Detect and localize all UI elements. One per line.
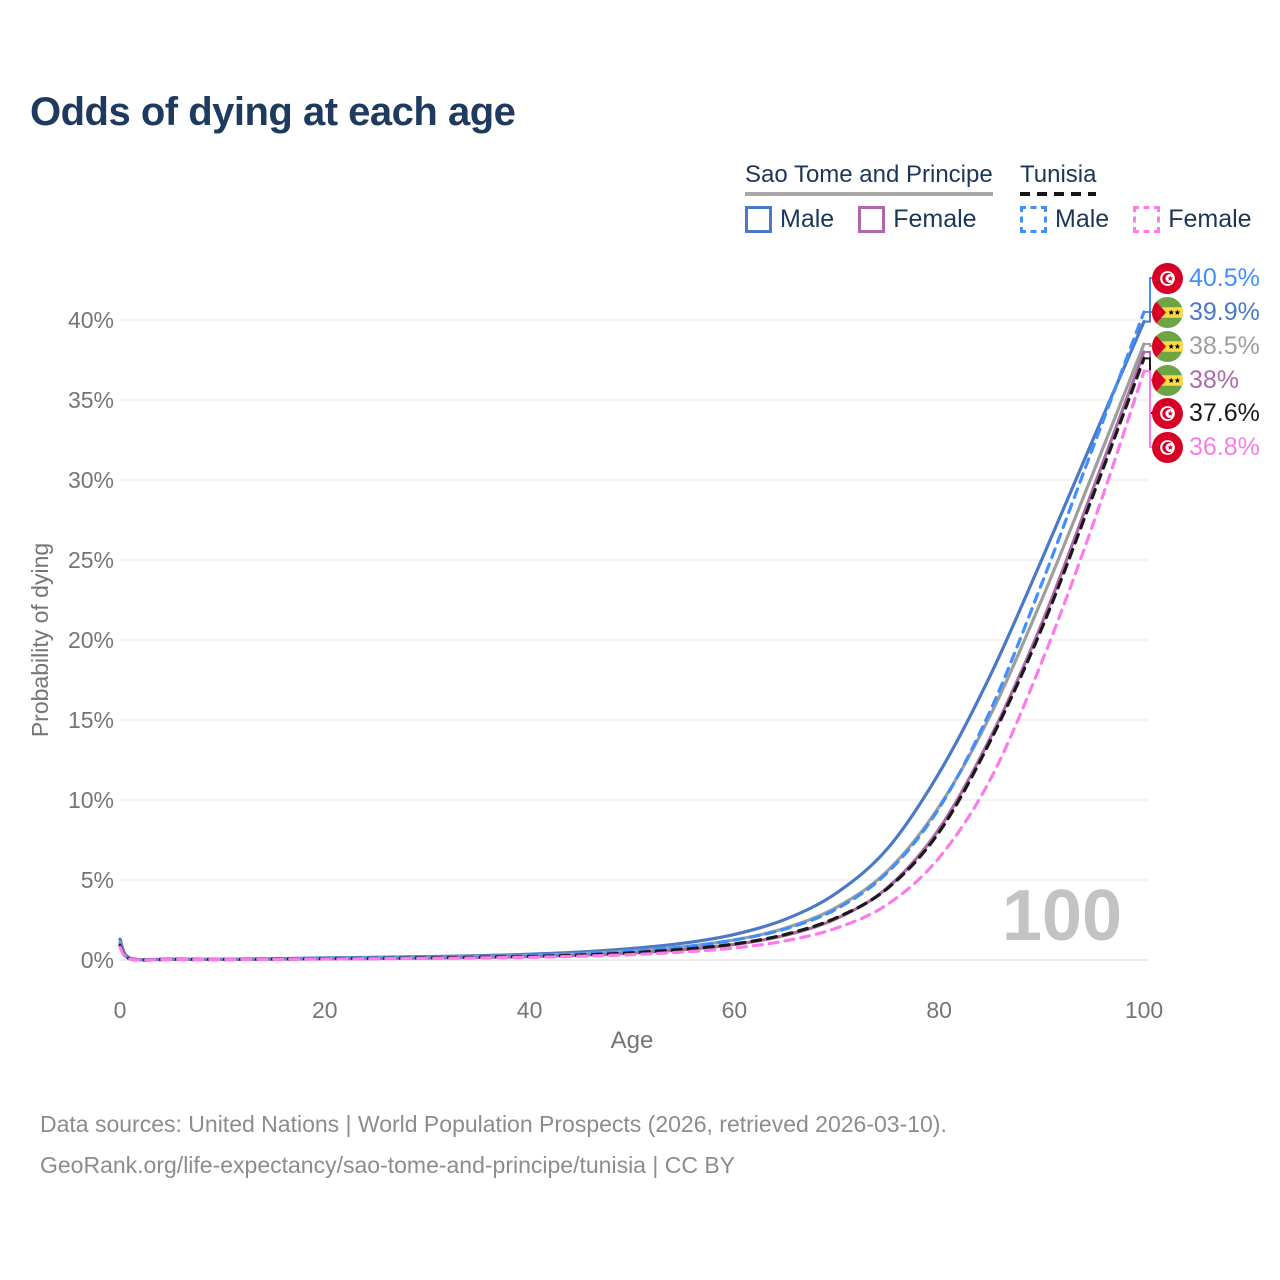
y-tick-label: 25% — [68, 547, 114, 573]
legend-items-tunisia: Male Female — [1020, 205, 1252, 234]
footer: Data sources: United Nations | World Pop… — [40, 1104, 947, 1186]
x-tick-label: 0 — [114, 997, 127, 1023]
legend-country-sao-tome: Sao Tome and Principe — [745, 161, 993, 196]
endpoint-value: 36.8% — [1189, 432, 1260, 461]
legend-item-label: Male — [780, 205, 835, 233]
legend-item-tunisia-male[interactable]: Male — [1020, 205, 1109, 234]
y-tick-label: 15% — [68, 707, 114, 733]
series-line-sao-tome-and-principe-female — [118, 350, 1146, 962]
legend-group-tunisia: Tunisia Male Female — [1020, 161, 1252, 234]
series-line-tunisia-both — [118, 356, 1146, 962]
series-line-sao-tome-and-principe-male — [118, 320, 1146, 962]
legend-item-label: Female — [893, 205, 977, 233]
y-tick-label: 20% — [68, 627, 114, 653]
legend-checkbox-icon[interactable] — [1020, 206, 1047, 233]
series-line-tunisia-male — [118, 310, 1146, 962]
endpoint-value: 37.6% — [1189, 398, 1260, 427]
x-tick-label: 100 — [1125, 997, 1163, 1023]
y-tick-label: 35% — [68, 387, 114, 413]
legend-item-sao-tome-and-principe-male[interactable]: Male — [745, 205, 834, 234]
series-line-tunisia-female — [118, 369, 1146, 962]
endpoint-label-tunisia-male: 40.5% — [1152, 262, 1260, 294]
legend-items-sao-tome: Male Female — [745, 205, 993, 234]
sao-tome-and-principe-flag-icon — [1152, 296, 1183, 328]
legend-item-label: Male — [1055, 205, 1110, 233]
sao-tome-and-principe-flag-icon — [1152, 364, 1183, 396]
page-title: Odds of dying at each age — [30, 90, 516, 134]
endpoint-label-sao-tome-and-principe-male: 39.9% — [1152, 296, 1260, 328]
endpoint-value: 38% — [1189, 365, 1240, 394]
series-line-sao-tome-and-principe-both — [118, 342, 1146, 962]
tunisia-flag-icon — [1152, 397, 1183, 429]
y-axis-title: Probability of dying — [27, 543, 53, 737]
x-axis-title: Age — [611, 1027, 654, 1054]
endpoint-value: 40.5% — [1189, 263, 1260, 292]
tunisia-flag-icon — [1152, 431, 1183, 463]
age-watermark: 100 — [1001, 876, 1122, 956]
legend-country-tunisia: Tunisia — [1020, 161, 1097, 196]
y-tick-label: 10% — [68, 787, 114, 813]
x-tick-label: 40 — [517, 997, 543, 1023]
legend-checkbox-icon[interactable] — [1133, 206, 1161, 233]
x-tick-label: 60 — [722, 997, 748, 1023]
endpoint-label-tunisia-both: 37.6% — [1152, 397, 1260, 429]
legend-item-tunisia-female[interactable]: Female — [1133, 205, 1252, 234]
y-tick-label: 0% — [81, 947, 114, 973]
y-tick-label: 5% — [81, 867, 114, 893]
y-tick-label: 30% — [68, 467, 114, 493]
endpoint-value: 38.5% — [1189, 331, 1260, 360]
legend-checkbox-icon[interactable] — [858, 206, 886, 233]
endpoint-label-sao-tome-and-principe-both: 38.5% — [1152, 330, 1260, 362]
legend-checkbox-icon[interactable] — [745, 206, 772, 233]
legend-group-sao-tome: Sao Tome and Principe Male Female — [745, 161, 993, 234]
x-tick-label: 80 — [926, 997, 952, 1023]
footer-sources: Data sources: United Nations | World Pop… — [40, 1111, 947, 1137]
endpoint-label-tunisia-female: 36.8% — [1152, 431, 1260, 463]
footer-attribution: GeoRank.org/life-expectancy/sao-tome-and… — [40, 1152, 736, 1178]
legend-item-sao-tome-and-principe-female[interactable]: Female — [858, 205, 977, 234]
endpoint-label-sao-tome-and-principe-female: 38% — [1152, 364, 1239, 396]
endpoint-value: 39.9% — [1189, 297, 1260, 326]
legend-item-label: Female — [1168, 205, 1252, 233]
sao-tome-and-principe-flag-icon — [1152, 330, 1183, 362]
x-tick-label: 20 — [312, 997, 338, 1023]
tunisia-flag-icon — [1152, 262, 1183, 294]
y-tick-label: 40% — [68, 307, 114, 333]
